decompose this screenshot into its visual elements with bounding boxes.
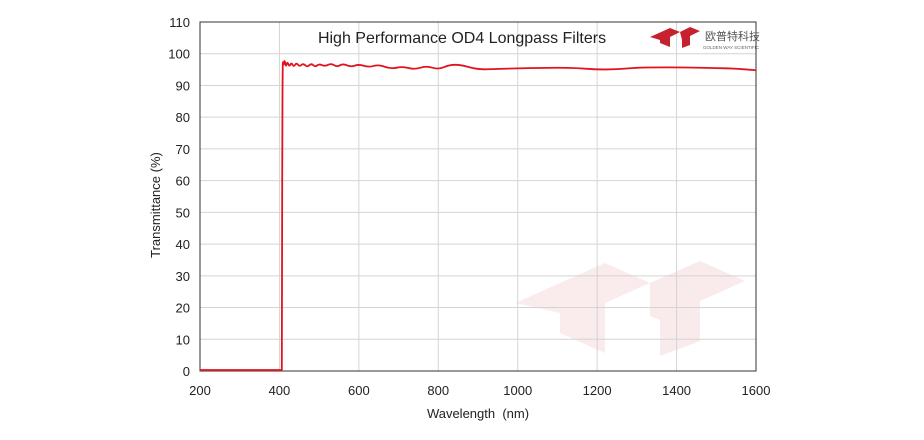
brand-logo-mark <box>650 27 700 48</box>
series-line <box>200 60 757 371</box>
y-tick-label: 50 <box>176 205 190 220</box>
y-tick-label: 30 <box>176 269 190 284</box>
y-tick-label: 70 <box>176 142 190 157</box>
brand-logo-cn: 欧普特科技 <box>705 29 760 43</box>
brand-logo-en: GOLDEN WAY SCIENTIFIC <box>703 45 760 50</box>
y-tick-label: 10 <box>176 332 190 347</box>
y-tick-label: 80 <box>176 110 190 125</box>
y-tick-label: 60 <box>176 174 190 189</box>
x-tick-label: 200 <box>189 383 211 398</box>
y-tick-label: 100 <box>168 47 190 62</box>
x-axis-label: Wavelength (nm) <box>427 406 529 421</box>
y-tick-label: 40 <box>176 237 190 252</box>
x-tick-label: 400 <box>269 383 291 398</box>
chart-title: High Performance OD4 Longpass Filters <box>318 30 606 47</box>
grid-lines <box>200 22 756 371</box>
x-tick-label: 800 <box>427 383 449 398</box>
y-tick-label: 90 <box>176 78 190 93</box>
x-tick-label: 1600 <box>742 383 771 398</box>
y-axis-ticks: 0 10 20 30 40 50 60 70 80 90 100 110 <box>168 15 190 379</box>
brand-logo: 欧普特科技 GOLDEN WAY SCIENTIFIC <box>650 27 760 50</box>
x-tick-label: 1400 <box>662 383 691 398</box>
plot-frame <box>199 21 757 372</box>
y-tick-label: 110 <box>169 15 190 30</box>
y-axis-label: Transmittance (%) <box>148 152 163 258</box>
watermark-logo <box>515 261 745 356</box>
x-tick-label: 600 <box>348 383 370 398</box>
x-tick-label: 1000 <box>503 383 532 398</box>
x-tick-label: 1200 <box>583 383 612 398</box>
y-tick-label: 20 <box>176 301 190 316</box>
x-axis-ticks: 200 400 600 800 1000 1200 1400 1600 <box>189 383 770 398</box>
y-tick-label: 0 <box>183 364 190 379</box>
